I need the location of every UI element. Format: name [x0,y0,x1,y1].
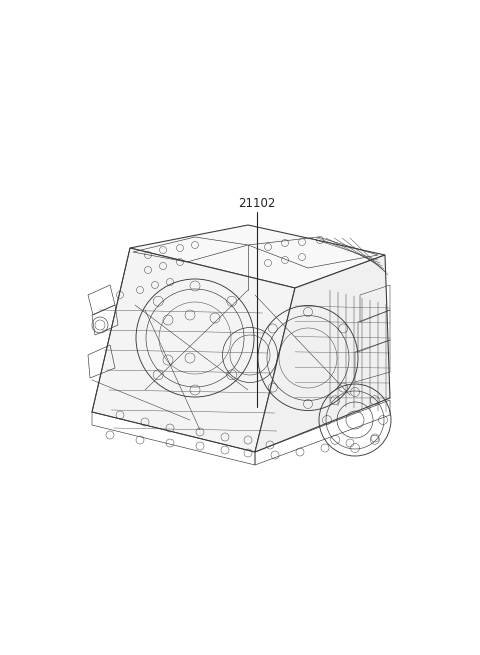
Polygon shape [92,248,295,452]
Text: 21102: 21102 [238,196,276,210]
Polygon shape [255,255,390,452]
Polygon shape [130,225,385,288]
